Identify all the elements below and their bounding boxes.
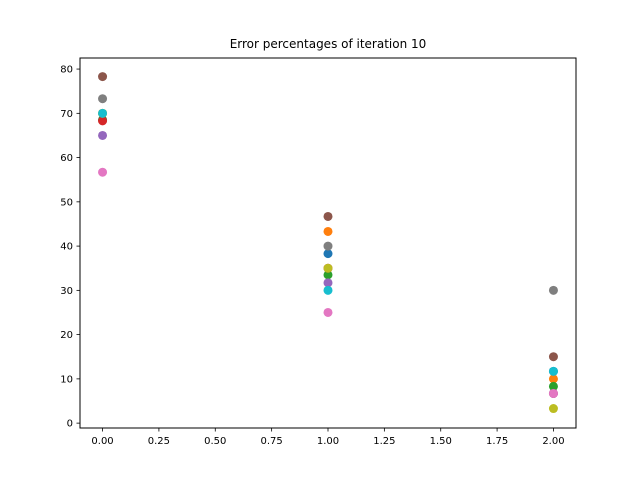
y-tick-label: 20: [60, 330, 73, 341]
data-point-series-2-x1: [323, 226, 333, 236]
data-point-series-8-x0: [98, 94, 108, 104]
data-point-series-8-x2: [548, 285, 558, 295]
data-point-series-6-x2: [548, 352, 558, 362]
x-tick-label: 2.00: [542, 436, 564, 447]
data-point-series-10-x0: [98, 108, 108, 118]
data-point-series-8-x1: [323, 241, 333, 251]
x-tick-label: 0.50: [204, 436, 226, 447]
x-tick-label: 0.75: [261, 436, 283, 447]
plot-frame: [79, 57, 577, 429]
x-axis-ticks: 0.00 0.25 0.50 0.75 1.00 1.25 1.50 1.75 2.00: [91, 428, 565, 447]
y-tick-label: 40: [60, 242, 73, 253]
x-tick-label: 1.50: [430, 436, 452, 447]
y-axis-ticks: 0 10 20 30 40 50 60 70 80: [60, 65, 80, 430]
x-tick-label: 0.00: [91, 436, 113, 447]
y-tick-label: 0: [67, 419, 73, 430]
data-point-series-7-x0: [98, 167, 108, 177]
data-point-series-7-x2: [548, 388, 558, 398]
data-point-series-1-x1: [323, 249, 333, 259]
y-tick-label: 70: [60, 109, 73, 120]
data-point-series-5-x1: [323, 278, 333, 288]
data-points: [98, 72, 558, 414]
data-point-series-9-x2: [548, 404, 558, 414]
data-point-series-5-x0: [98, 130, 108, 140]
data-point-series-9-x1: [323, 263, 333, 273]
x-tick-label: 1.25: [373, 436, 395, 447]
data-point-series-4-x0: [98, 116, 108, 126]
data-point-series-2-x2: [548, 374, 558, 384]
data-point-series-3-x2: [548, 381, 558, 391]
x-tick-label: 1.00: [317, 436, 339, 447]
y-tick-label: 30: [60, 286, 73, 297]
x-tick-label: 1.75: [486, 436, 508, 447]
chart-title: Error percentages of iteration 10: [230, 37, 427, 51]
y-tick-label: 10: [60, 374, 73, 385]
data-point-series-6-x0: [98, 72, 108, 82]
y-tick-label: 60: [60, 153, 73, 164]
data-point-series-3-x1: [323, 270, 333, 280]
data-point-series-6-x1: [323, 211, 333, 221]
y-tick-label: 50: [60, 197, 73, 208]
data-point-series-7-x1: [323, 307, 333, 317]
y-tick-label: 80: [60, 65, 73, 76]
x-tick-label: 0.25: [148, 436, 170, 447]
data-point-series-10-x1: [323, 285, 333, 295]
data-point-series-10-x2: [548, 366, 558, 376]
